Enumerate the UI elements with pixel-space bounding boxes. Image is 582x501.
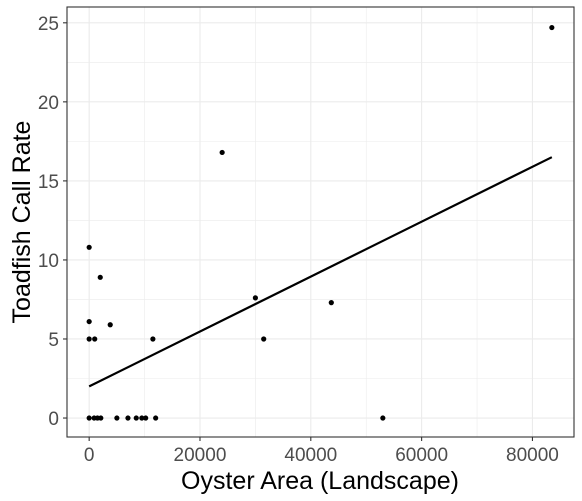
data-point (143, 415, 149, 421)
y-tick-label: 20 (38, 93, 59, 114)
x-tick-label: 20000 (174, 445, 227, 466)
data-point (380, 415, 386, 421)
x-axis-title: Oyster Area (Landscape) (181, 467, 459, 495)
y-tick-label: 25 (38, 14, 59, 35)
y-tick-label: 10 (38, 251, 59, 272)
data-point (549, 24, 555, 31)
data-point (139, 415, 145, 421)
y-tick-label: 15 (38, 172, 59, 193)
data-point (328, 300, 334, 306)
fit-line-group (88, 156, 553, 388)
data-point (97, 274, 103, 280)
data-point (153, 415, 159, 421)
panel-border (66, 6, 575, 438)
y-tick-label: 0 (48, 409, 59, 430)
data-point (150, 336, 156, 342)
y-tick-label: 5 (48, 330, 59, 351)
data-point (219, 149, 225, 156)
data-point (92, 336, 98, 342)
data-point (86, 336, 92, 342)
x-tick-label: 60000 (395, 445, 448, 466)
data-point (125, 415, 131, 421)
data-point (133, 415, 139, 421)
data-point (98, 415, 104, 421)
data-point (86, 415, 92, 421)
fit-line (88, 156, 553, 388)
data-point (114, 415, 120, 421)
data-points (86, 24, 555, 421)
data-point (86, 318, 92, 325)
grid-lines (67, 7, 574, 437)
data-point (86, 244, 92, 250)
x-axis-ticks: 0 20000 40000 60000 80000 (84, 437, 559, 466)
data-point (252, 295, 258, 301)
y-axis-ticks: 0 5 10 15 20 25 (38, 14, 67, 430)
data-point (261, 336, 267, 342)
y-axis-title: Toadfish Call Rate (8, 121, 36, 324)
x-tick-label: 0 (84, 445, 95, 466)
x-tick-label: 40000 (284, 445, 337, 466)
data-point (107, 322, 113, 328)
x-tick-label: 80000 (506, 445, 559, 466)
